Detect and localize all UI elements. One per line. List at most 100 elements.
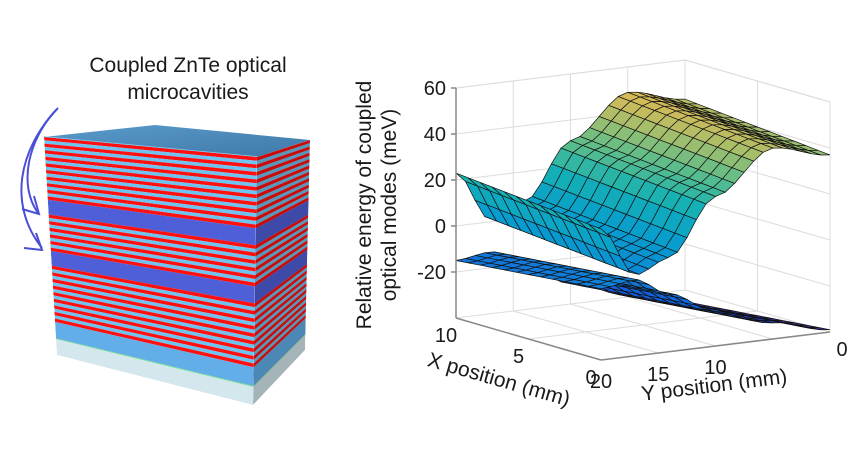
dbr-layer-high [50, 247, 255, 287]
pointer-arrows [20, 107, 59, 252]
x-tick-label: 10 [435, 325, 457, 347]
cavity-layer [50, 250, 255, 304]
dbr-layer-low [54, 308, 254, 357]
surface-lower-mode [455, 251, 831, 331]
dbr-layer-high [255, 214, 309, 249]
cavity-layer [254, 249, 308, 304]
dbr-layer-high [253, 295, 307, 345]
dbr-layer-low [52, 275, 255, 319]
dbr-layer-low [44, 140, 257, 165]
dbr-layer-high [255, 227, 308, 265]
interface-line [253, 333, 306, 387]
cavity-layer [255, 200, 309, 246]
dbr-layer-low [253, 298, 307, 349]
dbr-layer-low [255, 236, 308, 276]
x-tick-label: 5 [513, 346, 524, 368]
dbr-layer-high [47, 189, 257, 221]
dbr-layer-high [45, 170, 257, 199]
buffer-layer [55, 321, 254, 387]
dbr-layer-low [51, 269, 255, 311]
dbr-layer-high [253, 314, 306, 368]
buffer-layer [253, 318, 306, 387]
z-tick-label: 60 [424, 78, 446, 100]
dbr-layer-high [49, 227, 256, 265]
dbr-layer-low [50, 237, 256, 276]
dbr-layer-high [256, 165, 310, 191]
dbr-layer-high [47, 196, 256, 229]
dbr-layer-low [54, 315, 254, 364]
dbr-layer-high [46, 183, 257, 214]
interface-line [56, 338, 254, 387]
dbr-layer-low [256, 168, 310, 195]
dbr-layer-high [254, 263, 308, 308]
x-axis-line [455, 317, 602, 361]
dbr-layer-high [50, 240, 256, 280]
y-tick-label: 20 [590, 371, 612, 393]
dbr-layer-low [46, 179, 257, 210]
dbr-layer-low [46, 186, 257, 218]
dbr-layer-high [255, 233, 308, 272]
dbr-layer-low [46, 173, 257, 203]
dbr-layer-high [44, 137, 257, 161]
dbr-layer-high [255, 240, 308, 280]
dbr-layer-high [53, 298, 255, 345]
dbr-layer-high [51, 265, 255, 308]
schematic-label-line1: Coupled ZnTe optical [89, 54, 286, 77]
dbr-layer-high [255, 190, 309, 221]
dbr-layer-high [255, 221, 309, 257]
dbr-layer-low [50, 244, 256, 283]
dbr-layer-low [256, 143, 310, 165]
cavity-layer [47, 199, 256, 246]
arrow-head-icon [21, 195, 41, 216]
dbr-layer-low [254, 292, 307, 341]
dbr-layer-low [254, 243, 308, 283]
dbr-layer-high [44, 143, 257, 169]
y-tick-label: 0 [836, 339, 847, 361]
dbr-layer-high [253, 308, 306, 360]
dbr-layer-high [254, 270, 307, 315]
dbr-layer-high [54, 318, 254, 368]
dbr-layer-low [256, 149, 310, 173]
dbr-layer-low [49, 224, 256, 261]
dbr-layer-high [256, 178, 310, 206]
dbr-layer-low [253, 311, 306, 364]
z-tick-label: 40 [424, 124, 446, 146]
x-axis-label: X position (mm) [425, 348, 573, 411]
dbr-layer-high [49, 221, 256, 257]
dbr-layer-low [45, 166, 257, 195]
dbr-layer-high [256, 140, 310, 161]
dbr-layer-low [255, 230, 308, 268]
dbr-layer-high [44, 150, 257, 176]
dbr-layer-low [49, 231, 256, 268]
schematic-label-line2: microcavities [127, 81, 248, 104]
dbr-layer-low [254, 267, 307, 311]
dbr-layer-high [256, 146, 310, 169]
side-shading [253, 140, 310, 405]
y-tick-label: 15 [647, 364, 669, 386]
x-tick-label: 0 [585, 367, 596, 389]
surface-patch [588, 223, 611, 238]
substrate-layer [253, 334, 306, 405]
z-tick-label: 0 [435, 216, 446, 238]
dbr-layer-low [53, 288, 255, 334]
substrate-layer [56, 339, 254, 405]
dbr-layer-high [54, 311, 254, 360]
dbr-layer-high [54, 305, 254, 353]
dbr-layer-low [256, 155, 310, 180]
dbr-layer-high [45, 163, 257, 191]
dbr-layer-high [254, 283, 307, 330]
z-tick-label: 20 [424, 170, 446, 192]
arrow-head-icon [23, 232, 44, 252]
cube-front-face [44, 137, 257, 405]
surface-upper-mode [455, 91, 831, 275]
y-axis-line [600, 331, 831, 361]
dbr-layer-low [256, 162, 310, 188]
dbr-layer-high [52, 272, 255, 315]
dbr-layer-low [254, 279, 307, 326]
surface-patch [588, 283, 611, 290]
dbr-layer-low [256, 181, 310, 210]
dbr-layer-low [53, 295, 255, 341]
